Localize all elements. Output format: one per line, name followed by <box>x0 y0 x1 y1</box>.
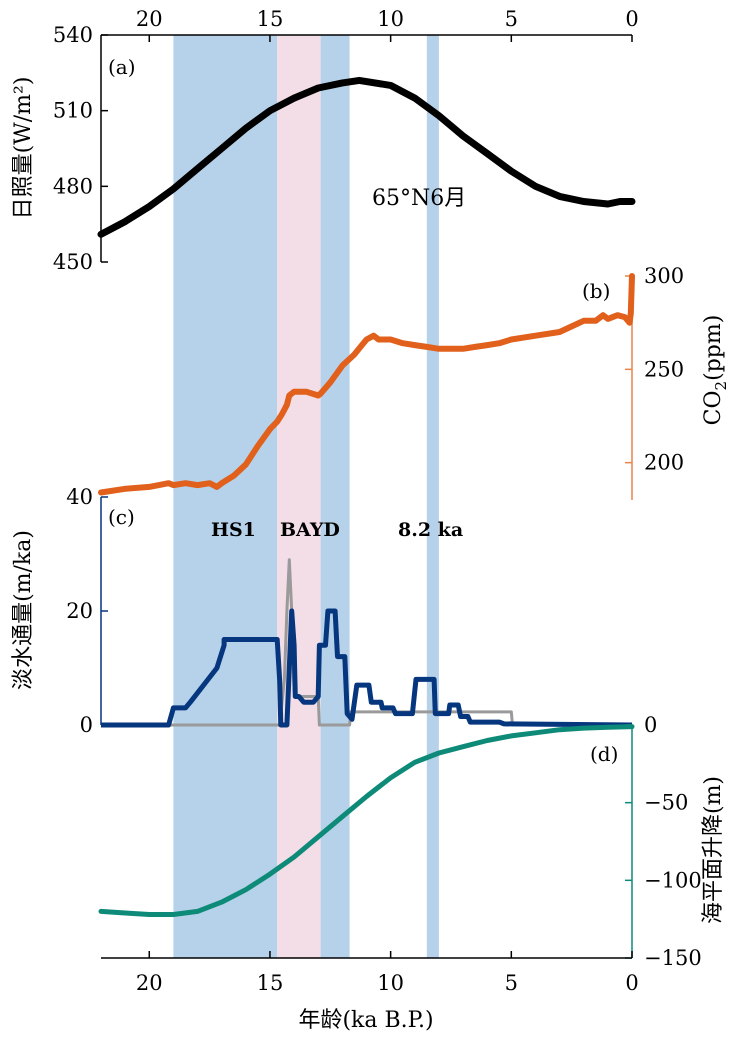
panel-d-sea-level-line <box>98 724 635 917</box>
panel-d-ylabel: 海平面升降(m) <box>701 776 726 924</box>
panel-c-label: (c) <box>108 505 135 529</box>
x-axis-label: 年龄(ka B.P.) <box>298 1008 433 1033</box>
panel-a-annotation: 65°N6月 <box>372 186 466 211</box>
panel-b-y-tick-label: 300 <box>644 264 684 288</box>
panel-c-ylabel: 淡水通量(m/ka) <box>11 530 36 690</box>
x-bottom-tick-label: 10 <box>377 971 404 995</box>
panel-b-co2: 200 250 300 (b) CO2(ppm) <box>98 264 730 500</box>
x-axis-top: 20 15 10 5 0 <box>101 7 639 42</box>
shaded-interval-ba <box>277 35 321 958</box>
panel-c-y-tick-label: 0 <box>80 713 93 737</box>
panel-b-y-ticks: 200 250 300 <box>625 264 684 475</box>
panel-a-ylabel: 日照量(W/m²) <box>11 77 36 220</box>
panel-d-sea-level: −150 −100 −50 0 (d) 海平面升降(m) <box>98 713 726 970</box>
panel-a-y-tick-label: 510 <box>53 99 93 123</box>
panel-a-insolation: 450 480 510 540 (a) 日照量(W/m²) 65°N6月 <box>11 23 636 274</box>
panel-c-y-ticks: 0 20 40 <box>66 485 108 737</box>
shaded-interval-yd <box>320 35 350 958</box>
x-bottom-tick-label: 15 <box>257 971 284 995</box>
panel-b-ylabel: CO2(ppm) <box>701 315 730 426</box>
x-top-tick-label: 20 <box>136 7 163 31</box>
event-label-hs1: HS1 <box>211 519 256 541</box>
panel-d-y-tick-label: −150 <box>644 946 702 970</box>
panel-a-y-tick-label: 480 <box>53 174 93 198</box>
x-bottom-tick-label: 5 <box>505 971 518 995</box>
panel-b-co2-line <box>98 273 635 496</box>
x-top-tick-label: 10 <box>377 7 404 31</box>
panel-d-y-ticks: −150 −100 −50 0 <box>625 713 702 970</box>
panel-c-y-tick-label: 20 <box>66 599 93 623</box>
panel-d-label: (d) <box>590 742 618 766</box>
x-top-tick-label: 5 <box>505 7 518 31</box>
panel-a-y-tick-label: 450 <box>53 250 93 274</box>
event-label-bayd: BAYD <box>280 519 340 541</box>
x-bottom-tick-label: 20 <box>136 971 163 995</box>
panel-d-y-tick-label: −50 <box>644 791 688 815</box>
shaded-interval-8-2-ka <box>426 35 439 958</box>
panel-a-y-tick-label: 540 <box>53 23 93 47</box>
shaded-intervals <box>173 35 439 958</box>
panel-b-y-tick-label: 250 <box>644 357 684 381</box>
panel-a-y-ticks: 450 480 510 540 <box>53 23 108 274</box>
panel-a-insolation-line <box>97 76 636 238</box>
x-top-tick-label: 15 <box>257 7 284 31</box>
panel-c-freshwater-line <box>101 608 633 728</box>
event-label-8-2ka: 8.2 ka <box>398 519 463 541</box>
panel-b-label: (b) <box>582 279 610 303</box>
panel-d-y-tick-label: 0 <box>644 713 657 737</box>
panel-a-label: (a) <box>108 55 136 79</box>
x-bottom-tick-label: 0 <box>625 971 638 995</box>
panel-b-y-tick-label: 200 <box>644 451 684 475</box>
x-top-tick-label: 0 <box>625 7 638 31</box>
panel-d-y-tick-label: −100 <box>644 868 702 892</box>
shaded-interval-hs1 <box>173 35 278 958</box>
panel-c-freshwater: 0 20 40 (c) 淡水通量(m/ka) HS1 BAYD 8.2 ka <box>11 485 633 737</box>
x-axis-bottom: 20 15 10 5 0 年龄(ka B.P.) <box>101 951 639 1033</box>
panel-c-y-tick-label: 40 <box>66 485 93 509</box>
